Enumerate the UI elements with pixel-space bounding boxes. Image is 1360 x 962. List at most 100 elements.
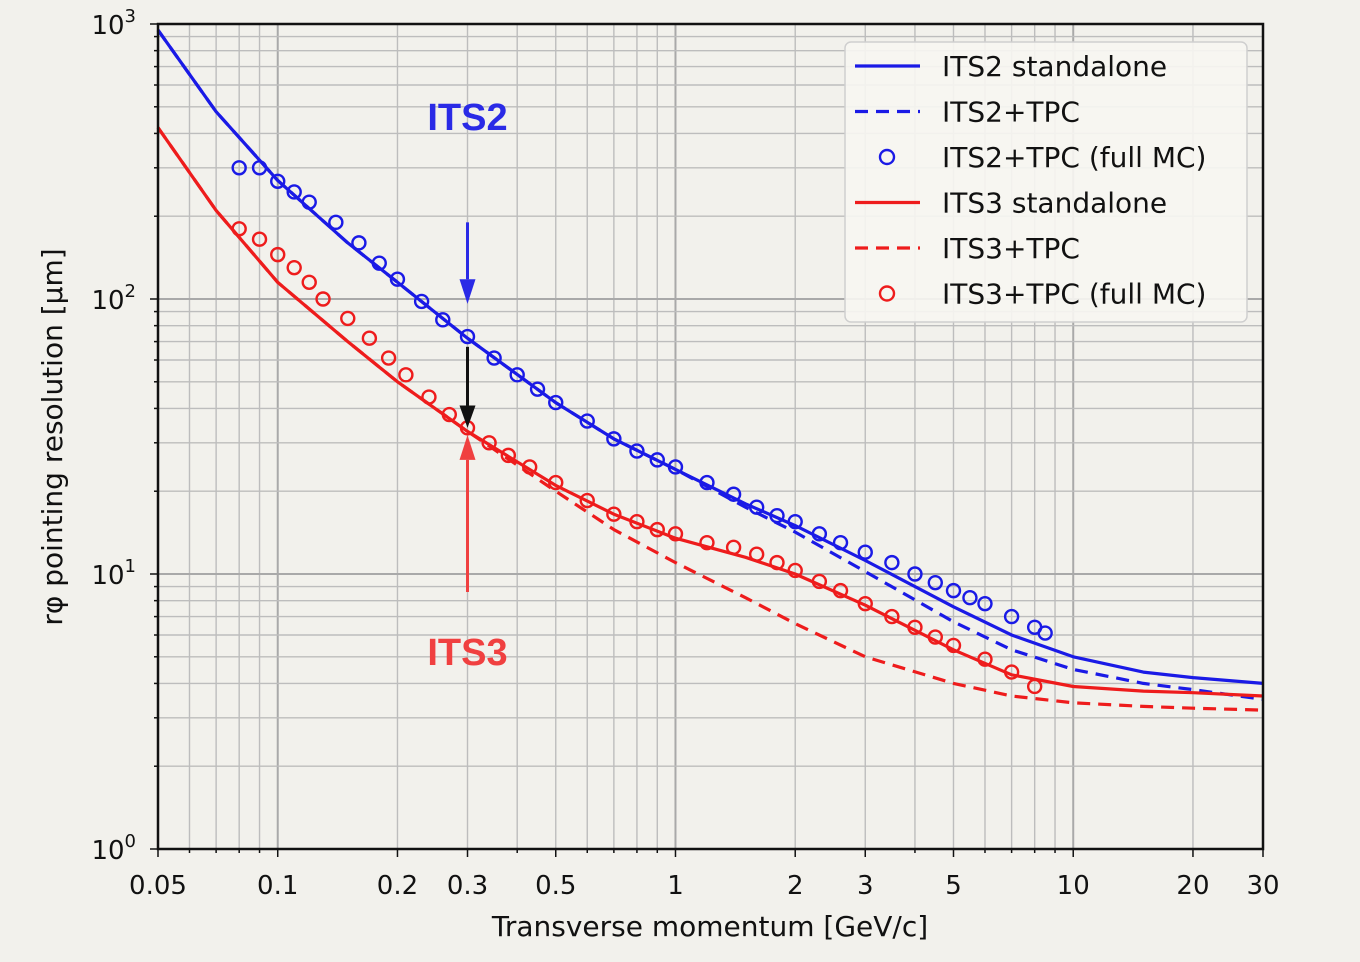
x-tick-label: 0.1: [257, 871, 298, 901]
data-point: [606, 431, 622, 447]
x-tick-label: 0.5: [535, 871, 576, 901]
data-point: [769, 507, 785, 524]
legend-entry-its2-standalone: ITS2 standalone: [855, 50, 1167, 83]
data-point: [811, 573, 828, 590]
legend-entry-its2-tpc-full-mc: ITS2+TPC (full MC): [878, 141, 1206, 174]
data-point: [629, 513, 645, 530]
data-point: [435, 312, 451, 328]
data-point: [509, 367, 525, 383]
data-point: [270, 246, 286, 263]
data-point: [667, 459, 684, 475]
data-point: [413, 293, 430, 310]
data-point: [787, 562, 803, 579]
data-point: [286, 184, 302, 200]
data-point: [231, 160, 247, 176]
data-point: [251, 231, 268, 247]
x-tick-label: 10: [1057, 871, 1090, 901]
data-point: [699, 534, 715, 551]
legend-marker: [878, 148, 896, 166]
y-tick-label: 100: [91, 831, 136, 866]
data-point: [907, 619, 923, 636]
data-point: [629, 443, 645, 459]
data-point: [884, 554, 900, 571]
data-point: [371, 255, 387, 271]
its3-annotation-label: ITS3: [427, 632, 507, 674]
y-tick-label: 102: [91, 281, 136, 316]
data-point: [811, 526, 828, 542]
x-tick-label: 3: [857, 871, 874, 901]
data-point: [481, 435, 497, 451]
its3-arrow-head: [459, 435, 476, 460]
data-point: [962, 590, 978, 606]
data-point: [548, 474, 564, 491]
data-point: [725, 539, 742, 556]
data-point: [725, 486, 742, 502]
legend-entry-its2-tpc: ITS2+TPC: [855, 96, 1080, 129]
legend-label: ITS3 standalone: [942, 187, 1167, 220]
data-point: [945, 582, 962, 599]
x-tick-label: 0.2: [377, 871, 418, 901]
x-tick-label: 2: [787, 871, 804, 901]
legend-box: [844, 41, 1248, 323]
data-point: [421, 389, 437, 405]
y-tick-label: 101: [91, 556, 136, 591]
data-point: [301, 194, 317, 210]
data-point: [548, 394, 564, 411]
series-line: [156, 126, 1264, 712]
improvement-arrow-head: [459, 405, 476, 428]
legend-entry-its3-tpc: ITS3+TPC: [855, 232, 1080, 265]
data-point: [649, 452, 665, 468]
y-axis-title: rφ pointing resolution [μm]: [36, 248, 69, 625]
data-point: [459, 328, 476, 345]
data-point: [1003, 664, 1020, 680]
legend: ITS2 standalone ITS2+TPC ITS2+TPC (full MC…: [844, 41, 1248, 323]
legend-label: ITS2+TPC (full MC): [942, 141, 1206, 174]
data-point: [251, 160, 268, 176]
x-axis-ticks: 0.05 0.1 0.2 0.3 0.5 1 2 3 5 10 20 30: [129, 849, 1280, 901]
series-its2-tpc-full-mc: [231, 160, 1053, 641]
legend-label: ITS3+TPC (full MC): [942, 278, 1206, 311]
legend-entry-its3-tpc-full-mc: ITS3+TPC (full MC): [878, 278, 1206, 311]
data-point: [286, 259, 302, 276]
data-point: [1003, 608, 1020, 625]
data-point: [857, 595, 873, 612]
data-point: [340, 310, 356, 327]
data-point: [667, 526, 684, 542]
annotations: ITS2 ITS3: [427, 97, 507, 674]
series-its3-tpc: [156, 126, 1264, 712]
data-point: [270, 173, 286, 189]
data-point: [927, 574, 943, 591]
x-tick-label: 0.05: [129, 871, 187, 901]
data-point: [769, 554, 785, 571]
x-tick-label: 5: [945, 871, 962, 901]
data-point: [389, 271, 406, 287]
data-point: [441, 406, 458, 423]
its2-annotation-label: ITS2: [427, 97, 507, 139]
data-point: [832, 582, 849, 599]
data-point: [884, 608, 900, 625]
data-point: [945, 637, 962, 654]
data-point: [977, 595, 993, 612]
its2-arrow-head: [459, 279, 476, 304]
plot-frame: [156, 22, 1265, 851]
data-point: [579, 492, 595, 509]
data-point: [857, 544, 873, 560]
data-point: [907, 566, 923, 582]
legend-label: ITS2 standalone: [942, 50, 1167, 83]
legend-entry-its3-standalone: ITS3 standalone: [855, 187, 1167, 220]
data-point: [529, 381, 546, 397]
grid: [157, 24, 1264, 850]
data-point: [301, 274, 317, 291]
legend-label: ITS2+TPC: [942, 96, 1080, 129]
x-tick-label: 30: [1246, 871, 1279, 901]
series-its3-tpc-full-mc: [231, 221, 1043, 695]
data-point: [579, 413, 595, 429]
data-point: [500, 447, 517, 464]
data-point: [361, 330, 378, 346]
data-point: [748, 546, 765, 562]
data-point: [398, 367, 414, 383]
data-point: [787, 513, 803, 530]
x-tick-label: 1: [667, 871, 684, 901]
x-tick-label: 0.3: [447, 871, 488, 901]
